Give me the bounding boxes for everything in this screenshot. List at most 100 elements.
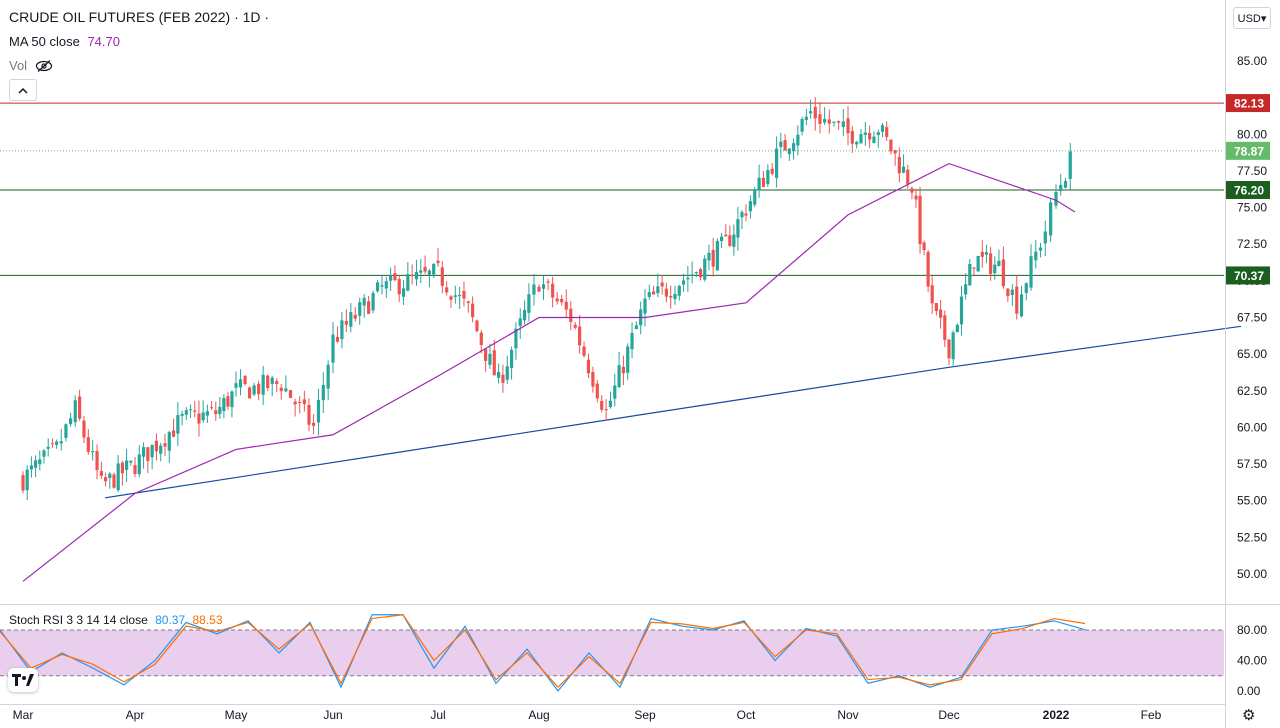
candle-up bbox=[964, 284, 968, 295]
candle-up bbox=[176, 415, 180, 434]
candle-up bbox=[1029, 256, 1033, 288]
candle-up bbox=[384, 281, 388, 289]
candle-down bbox=[475, 320, 479, 332]
candle-down bbox=[312, 422, 316, 426]
candle-down bbox=[397, 279, 401, 295]
candle-down bbox=[980, 251, 984, 257]
symbol-title[interactable]: CRUDE OIL FUTURES (FEB 2022) · 1D · bbox=[9, 9, 270, 25]
candle-down bbox=[112, 474, 116, 488]
candle-up bbox=[159, 445, 163, 454]
candle-down bbox=[582, 346, 586, 356]
candle-up bbox=[613, 385, 617, 399]
time-tick-label: Jun bbox=[323, 708, 342, 722]
candle-down bbox=[445, 287, 449, 293]
candle-up bbox=[326, 364, 330, 389]
candle-up bbox=[414, 272, 419, 280]
candle-up bbox=[270, 377, 274, 384]
candle-down bbox=[698, 269, 703, 278]
candle-down bbox=[885, 127, 889, 137]
eye-hidden-icon[interactable] bbox=[35, 59, 53, 73]
price-tick-label: 52.50 bbox=[1237, 530, 1267, 544]
time-tick-label: 2022 bbox=[1043, 708, 1070, 722]
candle-down bbox=[837, 121, 841, 123]
candle-down bbox=[226, 396, 230, 407]
candle-down bbox=[21, 475, 25, 491]
candle-up bbox=[46, 446, 50, 449]
candle-down bbox=[197, 413, 201, 424]
candle-down bbox=[591, 372, 595, 387]
candle-up bbox=[167, 432, 171, 451]
candle-up bbox=[69, 418, 73, 425]
candle-down bbox=[146, 447, 150, 462]
candle-up bbox=[371, 292, 375, 311]
collapse-legend-button[interactable] bbox=[9, 79, 37, 101]
ma-legend[interactable]: MA 50 close 74.70 bbox=[9, 34, 120, 49]
candle-down bbox=[560, 298, 564, 303]
candle-down bbox=[943, 315, 947, 340]
candle-up bbox=[25, 469, 29, 491]
candle-down bbox=[914, 195, 918, 200]
candle-up bbox=[694, 272, 698, 274]
candle-up bbox=[432, 263, 436, 275]
candle-down bbox=[972, 267, 976, 269]
candle-up bbox=[453, 295, 457, 297]
candle-down bbox=[660, 282, 664, 287]
candle-down bbox=[818, 114, 822, 124]
price-tick-label: 75.00 bbox=[1237, 201, 1267, 215]
candle-up bbox=[736, 219, 740, 238]
tradingview-logo[interactable] bbox=[8, 668, 38, 692]
price-tick-label: 55.00 bbox=[1237, 494, 1267, 508]
price-label-text: 78.87 bbox=[1234, 144, 1264, 158]
candle-down bbox=[484, 348, 488, 361]
candle-down bbox=[783, 140, 787, 151]
candle-down bbox=[564, 301, 568, 310]
candle-down bbox=[850, 130, 854, 144]
candle-up bbox=[514, 328, 518, 349]
time-tick-label: Nov bbox=[837, 708, 858, 722]
candle-down bbox=[335, 336, 340, 342]
candle-up bbox=[150, 444, 154, 458]
candle-up bbox=[863, 132, 867, 135]
candle-up bbox=[656, 286, 660, 294]
candle-up bbox=[64, 424, 68, 438]
candle-down bbox=[664, 288, 669, 297]
candle-down bbox=[86, 437, 90, 452]
rsi-tick-label: 0.00 bbox=[1237, 684, 1261, 698]
candle-up bbox=[340, 320, 344, 340]
candle-down bbox=[353, 314, 357, 319]
candle-up bbox=[686, 277, 690, 280]
candle-down bbox=[95, 450, 99, 471]
candle-up bbox=[91, 451, 95, 453]
candle-up bbox=[796, 134, 800, 146]
candle-down bbox=[827, 119, 831, 124]
candle-down bbox=[889, 139, 893, 152]
price-label-badge bbox=[1226, 180, 1270, 199]
candle-up bbox=[608, 400, 613, 408]
candle-up bbox=[1024, 283, 1028, 293]
price-tick-label: 77.50 bbox=[1237, 164, 1267, 178]
candle-down bbox=[551, 283, 555, 298]
stoch-rsi-band bbox=[0, 630, 1224, 676]
candle-up bbox=[703, 258, 707, 280]
candle-down bbox=[711, 249, 715, 267]
candle-down bbox=[367, 301, 371, 314]
candle-up bbox=[222, 398, 226, 412]
candle-down bbox=[466, 301, 470, 304]
currency-select[interactable]: USD▾ bbox=[1233, 7, 1271, 29]
price-tick-label: 50.00 bbox=[1237, 567, 1267, 581]
time-tick-label: Jul bbox=[430, 708, 445, 722]
time-tick-label: Feb bbox=[1141, 708, 1162, 722]
price-label-badge bbox=[1226, 266, 1270, 285]
stoch-rsi-legend[interactable]: Stoch RSI 3 3 14 14 close 80.37 88.53 bbox=[9, 613, 223, 627]
candle-up bbox=[1059, 184, 1063, 192]
vol-legend[interactable]: Vol bbox=[9, 58, 53, 73]
gear-icon[interactable]: ⚙ bbox=[1242, 707, 1256, 724]
candle-up bbox=[740, 212, 744, 218]
candle-up bbox=[1063, 180, 1068, 188]
candle-up bbox=[42, 450, 46, 457]
candle-down bbox=[423, 266, 427, 272]
price-tick-label: 67.50 bbox=[1237, 311, 1267, 325]
candle-up bbox=[458, 295, 462, 297]
